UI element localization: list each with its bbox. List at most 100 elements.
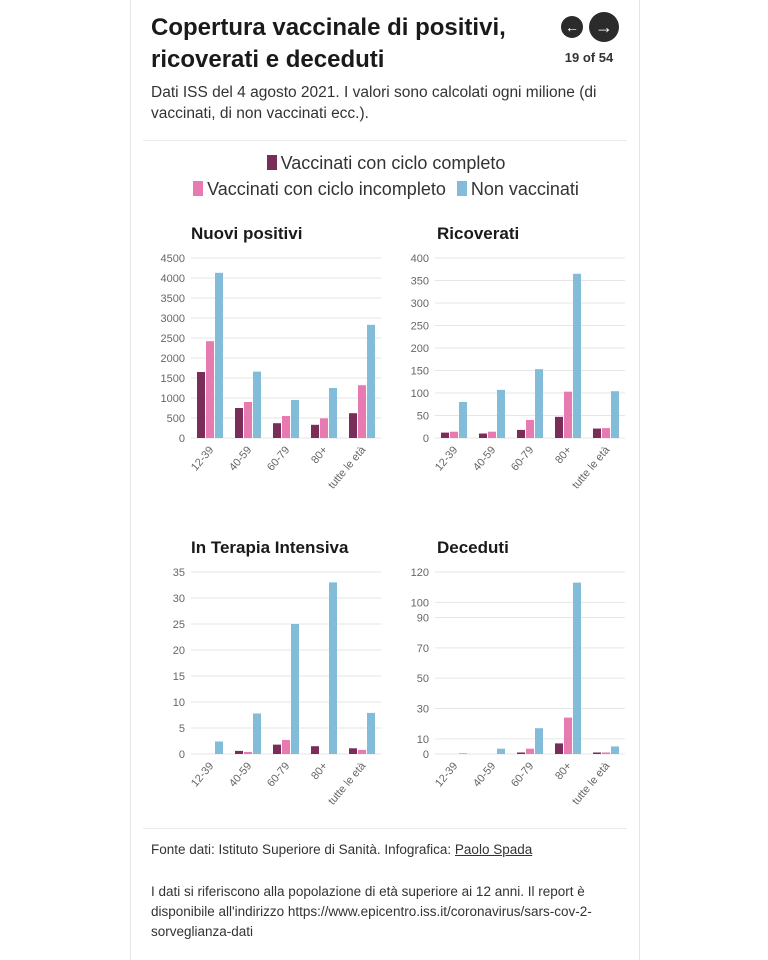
bar-nuovi-positivi-2-0 bbox=[215, 272, 223, 438]
y-tick-label: 20 bbox=[173, 645, 185, 657]
legend-swatch-non-vaccinati bbox=[456, 181, 467, 196]
bar-terapia-intensiva-2-1 bbox=[253, 713, 261, 754]
x-tick-label: tutte le età bbox=[570, 760, 613, 808]
bar-ricoverati-1-1 bbox=[488, 431, 496, 438]
bar-terapia-intensiva-1-4 bbox=[358, 749, 366, 754]
bar-nuovi-positivi-2-2 bbox=[291, 400, 299, 438]
y-tick-label: 2500 bbox=[161, 333, 185, 345]
bar-ricoverati-1-3 bbox=[564, 391, 572, 438]
x-tick-label: 60-79 bbox=[509, 444, 536, 473]
bar-ricoverati-2-2 bbox=[535, 369, 543, 438]
y-tick-label: 400 bbox=[411, 253, 429, 265]
y-tick-label: 100 bbox=[411, 597, 429, 609]
y-tick-label: 200 bbox=[411, 343, 429, 355]
y-tick-label: 0 bbox=[423, 433, 429, 445]
bar-deceduti-2-3 bbox=[573, 582, 581, 754]
bar-ricoverati-2-3 bbox=[573, 273, 581, 438]
bar-ricoverati-0-0 bbox=[441, 432, 449, 438]
bar-nuovi-positivi-0-3 bbox=[311, 424, 319, 438]
author-link[interactable]: Paolo Spada bbox=[454, 842, 533, 857]
y-tick-label: 0 bbox=[179, 433, 185, 445]
y-tick-label: 0 bbox=[179, 749, 185, 761]
y-tick-label: 3500 bbox=[161, 293, 185, 305]
bar-terapia-intensiva-2-2 bbox=[291, 624, 299, 754]
bar-terapia-intensiva-2-4 bbox=[367, 712, 375, 754]
x-tick-label: 60-79 bbox=[509, 760, 536, 789]
legend-item-completo: Vaccinati con ciclo completo bbox=[266, 150, 506, 176]
page-title: Copertura vaccinale di positivi, ricover… bbox=[151, 14, 506, 73]
bar-nuovi-positivi-0-4 bbox=[349, 413, 357, 438]
bar-ricoverati-0-3 bbox=[555, 416, 563, 438]
bar-ricoverati-2-0 bbox=[459, 402, 467, 438]
x-tick-label: 12-39 bbox=[189, 760, 216, 789]
y-tick-label: 1000 bbox=[161, 393, 185, 405]
bar-nuovi-positivi-1-2 bbox=[282, 416, 290, 438]
chart-title-deceduti: Deceduti bbox=[437, 538, 509, 557]
bar-terapia-intensiva-0-3 bbox=[311, 746, 319, 754]
bar-nuovi-positivi-0-2 bbox=[273, 423, 281, 438]
bar-nuovi-positivi-1-3 bbox=[320, 418, 328, 438]
bar-nuovi-positivi-2-3 bbox=[329, 388, 337, 438]
footnote: I dati si riferiscono alla popolazione d… bbox=[151, 884, 592, 939]
x-tick-label: 80+ bbox=[553, 760, 574, 782]
y-tick-label: 0 bbox=[423, 749, 429, 761]
x-tick-label: 12-39 bbox=[189, 444, 216, 473]
bar-deceduti-2-4 bbox=[611, 746, 619, 754]
y-tick-label: 90 bbox=[417, 613, 429, 625]
x-tick-label: 60-79 bbox=[265, 760, 292, 789]
y-tick-label: 50 bbox=[417, 673, 429, 685]
bar-terapia-intensiva-2-3 bbox=[329, 582, 337, 754]
x-tick-label: 80+ bbox=[309, 760, 330, 782]
slide-counter: 19 of 54 bbox=[564, 50, 614, 65]
x-tick-label: 80+ bbox=[553, 444, 574, 466]
y-tick-label: 350 bbox=[411, 276, 429, 288]
bar-terapia-intensiva-1-1 bbox=[244, 751, 252, 754]
y-tick-label: 70 bbox=[417, 643, 429, 655]
chart-legend: Vaccinati con ciclo completo Vaccinati c… bbox=[151, 150, 621, 202]
arrow-left-icon: ← bbox=[565, 19, 579, 35]
bar-nuovi-positivi-2-4 bbox=[367, 324, 375, 438]
y-tick-label: 10 bbox=[417, 734, 429, 746]
bar-deceduti-1-3 bbox=[564, 717, 572, 754]
y-tick-label: 150 bbox=[411, 366, 429, 378]
source-text: Fonte dati: Istituto Superiore di Sanità… bbox=[151, 842, 455, 857]
bar-nuovi-positivi-2-1 bbox=[253, 371, 261, 438]
bar-deceduti-2-0 bbox=[459, 753, 467, 754]
y-tick-label: 4000 bbox=[161, 273, 185, 285]
divider bbox=[143, 828, 627, 829]
bar-ricoverati-2-4 bbox=[611, 391, 619, 438]
chart-title-terapia-intensiva: In Terapia Intensiva bbox=[191, 538, 349, 557]
y-tick-label: 30 bbox=[417, 704, 429, 716]
divider bbox=[143, 140, 627, 141]
y-tick-label: 30 bbox=[173, 593, 185, 605]
bar-nuovi-positivi-1-4 bbox=[358, 385, 366, 438]
x-tick-label: 80+ bbox=[309, 444, 330, 466]
previous-button[interactable]: ← bbox=[561, 16, 583, 38]
y-tick-label: 35 bbox=[173, 567, 185, 579]
y-tick-label: 50 bbox=[417, 411, 429, 423]
legend-swatch-incompleto bbox=[193, 181, 204, 196]
bar-terapia-intensiva-0-4 bbox=[349, 748, 357, 754]
bar-ricoverati-1-0 bbox=[450, 431, 458, 438]
x-tick-label: tutte le età bbox=[326, 444, 369, 492]
bar-deceduti-1-2 bbox=[526, 748, 534, 754]
y-tick-label: 250 bbox=[411, 321, 429, 333]
slide-navigation: ← → 19 of 54 bbox=[557, 12, 633, 72]
bar-ricoverati-0-1 bbox=[479, 433, 487, 438]
bar-ricoverati-0-4 bbox=[593, 428, 601, 438]
x-tick-label: 12-39 bbox=[433, 760, 460, 789]
chart-title-nuovi-positivi: Nuovi positivi bbox=[191, 224, 303, 243]
legend-label-completo: Vaccinati con ciclo completo bbox=[280, 153, 506, 173]
next-button[interactable]: → bbox=[589, 12, 619, 42]
bar-terapia-intensiva-0-2 bbox=[273, 744, 281, 754]
y-tick-label: 300 bbox=[411, 298, 429, 310]
legend-label-incompleto: Vaccinati con ciclo incompleto bbox=[207, 179, 446, 199]
x-tick-label: 60-79 bbox=[265, 444, 292, 473]
bar-deceduti-0-3 bbox=[555, 743, 563, 754]
bar-terapia-intensiva-1-2 bbox=[282, 739, 290, 754]
y-tick-label: 4500 bbox=[161, 253, 185, 265]
x-tick-label: 12-39 bbox=[433, 444, 460, 473]
chart-title-ricoverati: Ricoverati bbox=[437, 224, 520, 243]
charts-canvas: 05001000150020002500300035004000450012-3… bbox=[161, 253, 625, 808]
y-tick-label: 3000 bbox=[161, 313, 185, 325]
